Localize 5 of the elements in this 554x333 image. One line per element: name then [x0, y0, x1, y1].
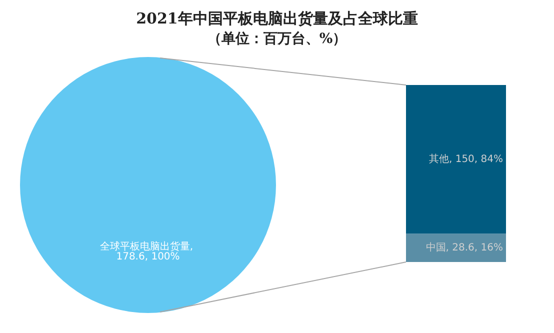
data-label: 中国, 28.6, 16%	[426, 241, 503, 254]
data-label: 其他, 150, 84%	[428, 152, 503, 165]
data-label: 全球平板电脑出货量, 178.6, 100%	[100, 240, 196, 262]
chart-title: 2021年中国平板电脑出货量及占全球比重	[136, 10, 418, 28]
chart-subtitle: （单位：百万台、%）	[207, 31, 347, 47]
